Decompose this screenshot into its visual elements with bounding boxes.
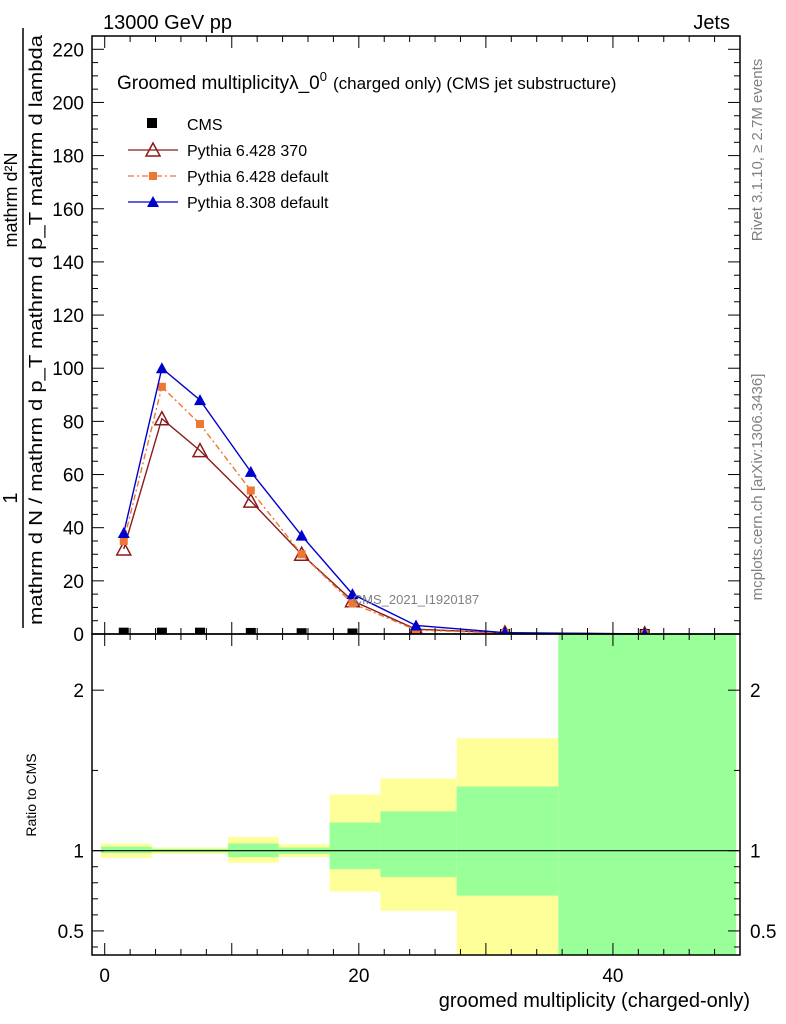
main-series-layer bbox=[115, 362, 650, 634]
series-0-point-1 bbox=[156, 627, 167, 634]
legend-marker-p6-370 bbox=[144, 141, 162, 157]
legend-label-p6-370: Pythia 6.428 370 bbox=[187, 143, 307, 160]
ratio-ytick-label-right-1: 1 bbox=[750, 842, 761, 863]
series-3-point-5 bbox=[346, 588, 359, 600]
main-series-clipped bbox=[115, 362, 650, 634]
series-3-point-7 bbox=[500, 626, 509, 634]
legend-marker-p8-default bbox=[147, 196, 159, 207]
series-2-point-1 bbox=[157, 382, 166, 391]
series-0-point-5 bbox=[347, 628, 358, 634]
legend-label-p8-default: Pythia 8.308 default bbox=[187, 195, 329, 212]
chart-title: Groomed multiplicityλ_00 (charged only) (… bbox=[117, 69, 616, 94]
chart-title-sup: 0 bbox=[320, 69, 327, 84]
series-0-point-3 bbox=[245, 627, 256, 634]
ylabel-prefix: 1 bbox=[0, 492, 22, 503]
main-ytick-label-120: 120 bbox=[52, 306, 84, 327]
series-3-point-0 bbox=[117, 527, 130, 539]
legend-marker-cms bbox=[147, 118, 157, 128]
legend-label-cms: CMS bbox=[187, 117, 223, 134]
series-line-2 bbox=[123, 385, 645, 634]
series-3-point-2 bbox=[194, 394, 206, 406]
main-ytick-label-100: 100 bbox=[52, 359, 84, 380]
ratio-uncertainty-bands bbox=[92, 634, 740, 955]
ratio-inner-band-5 bbox=[380, 811, 457, 878]
ratio-ytick-label-right-2: 2 bbox=[750, 681, 761, 702]
series-0-point-4 bbox=[296, 628, 307, 634]
xlabel: groomed multiplicity (charged-only) bbox=[439, 990, 750, 1012]
main-ytick-label-0: 0 bbox=[73, 625, 84, 646]
main-ytick-label-60: 60 bbox=[63, 466, 84, 487]
series-1-point-3 bbox=[242, 492, 260, 508]
series-2-point-0 bbox=[119, 536, 128, 545]
main-ytick-label-200: 200 bbox=[52, 93, 84, 114]
plot-frames bbox=[91, 35, 741, 956]
series-2-point-3 bbox=[246, 486, 255, 495]
ratio-ytick-label-1: 1 bbox=[73, 842, 84, 863]
ratio-ylabel: Ratio to CMS bbox=[23, 753, 39, 836]
series-1-point-0 bbox=[115, 540, 133, 556]
ratio-ytick-label-2: 2 bbox=[73, 681, 84, 702]
main-ytick-label-80: 80 bbox=[63, 412, 84, 433]
rivet-label: Rivet 3.1.10, ≥ 2.7M events bbox=[749, 59, 766, 242]
ylabel-denominator: mathrm d N / mathrm d p_T mathrm d p_T m… bbox=[26, 34, 47, 625]
legend: CMS Pythia 6.428 370 Pythia 6.428 defaul… bbox=[128, 117, 329, 212]
xtick-label-40: 40 bbox=[602, 966, 623, 987]
series-0-point-0 bbox=[118, 627, 129, 634]
ratio-ytick-label-right-0.5: 0.5 bbox=[750, 922, 776, 943]
series-0-point-2 bbox=[195, 627, 205, 634]
series-2-point-5 bbox=[348, 599, 357, 608]
series-3-point-1 bbox=[155, 362, 168, 374]
main-ytick-label-20: 20 bbox=[63, 572, 84, 593]
main-ytick-label-40: 40 bbox=[63, 519, 84, 540]
ratio-ytick-label-0.5: 0.5 bbox=[58, 922, 84, 943]
xtick-label-20: 20 bbox=[348, 966, 369, 987]
main-ytick-label-220: 220 bbox=[52, 40, 84, 61]
main-ytick-label-160: 160 bbox=[52, 200, 84, 221]
ratio-inner-band-0 bbox=[100, 846, 152, 854]
analysis-watermark: CMS_2021_I1920187 bbox=[353, 592, 480, 607]
ratio-inner-band-7 bbox=[558, 634, 737, 955]
ratio-inner-band-4 bbox=[329, 822, 381, 870]
series-3-point-4 bbox=[295, 529, 308, 541]
header-right: Jets bbox=[693, 12, 730, 34]
header-left: 13000 GeV pp bbox=[103, 12, 232, 34]
series-2-point-4 bbox=[297, 550, 306, 559]
main-ytick-label-140: 140 bbox=[52, 253, 84, 274]
legend-label-p6-default: Pythia 6.428 default bbox=[187, 169, 329, 186]
mcplots-label: mcplots.cern.ch [arXiv:1306.3436] bbox=[749, 374, 766, 601]
legend-marker-p6-default bbox=[149, 172, 157, 180]
xtick-label-0: 0 bbox=[99, 966, 110, 987]
series-1-point-1 bbox=[153, 410, 171, 426]
ratio-inner-band-6 bbox=[456, 786, 559, 896]
chart-title-main: Groomed multiplicityλ_0 bbox=[117, 73, 320, 94]
series-3-point-6 bbox=[410, 619, 422, 631]
ratio-frame bbox=[91, 633, 741, 956]
main-ytick-label-180: 180 bbox=[52, 147, 84, 168]
series-1-point-2 bbox=[191, 442, 209, 458]
chart-title-tail: (charged only) (CMS jet substructure) bbox=[333, 74, 616, 93]
series-2-point-2 bbox=[196, 420, 204, 429]
series-3-point-3 bbox=[244, 465, 257, 477]
ylabel-numerator: mathrm d²N bbox=[1, 152, 21, 247]
series-3-point-8 bbox=[641, 627, 649, 634]
